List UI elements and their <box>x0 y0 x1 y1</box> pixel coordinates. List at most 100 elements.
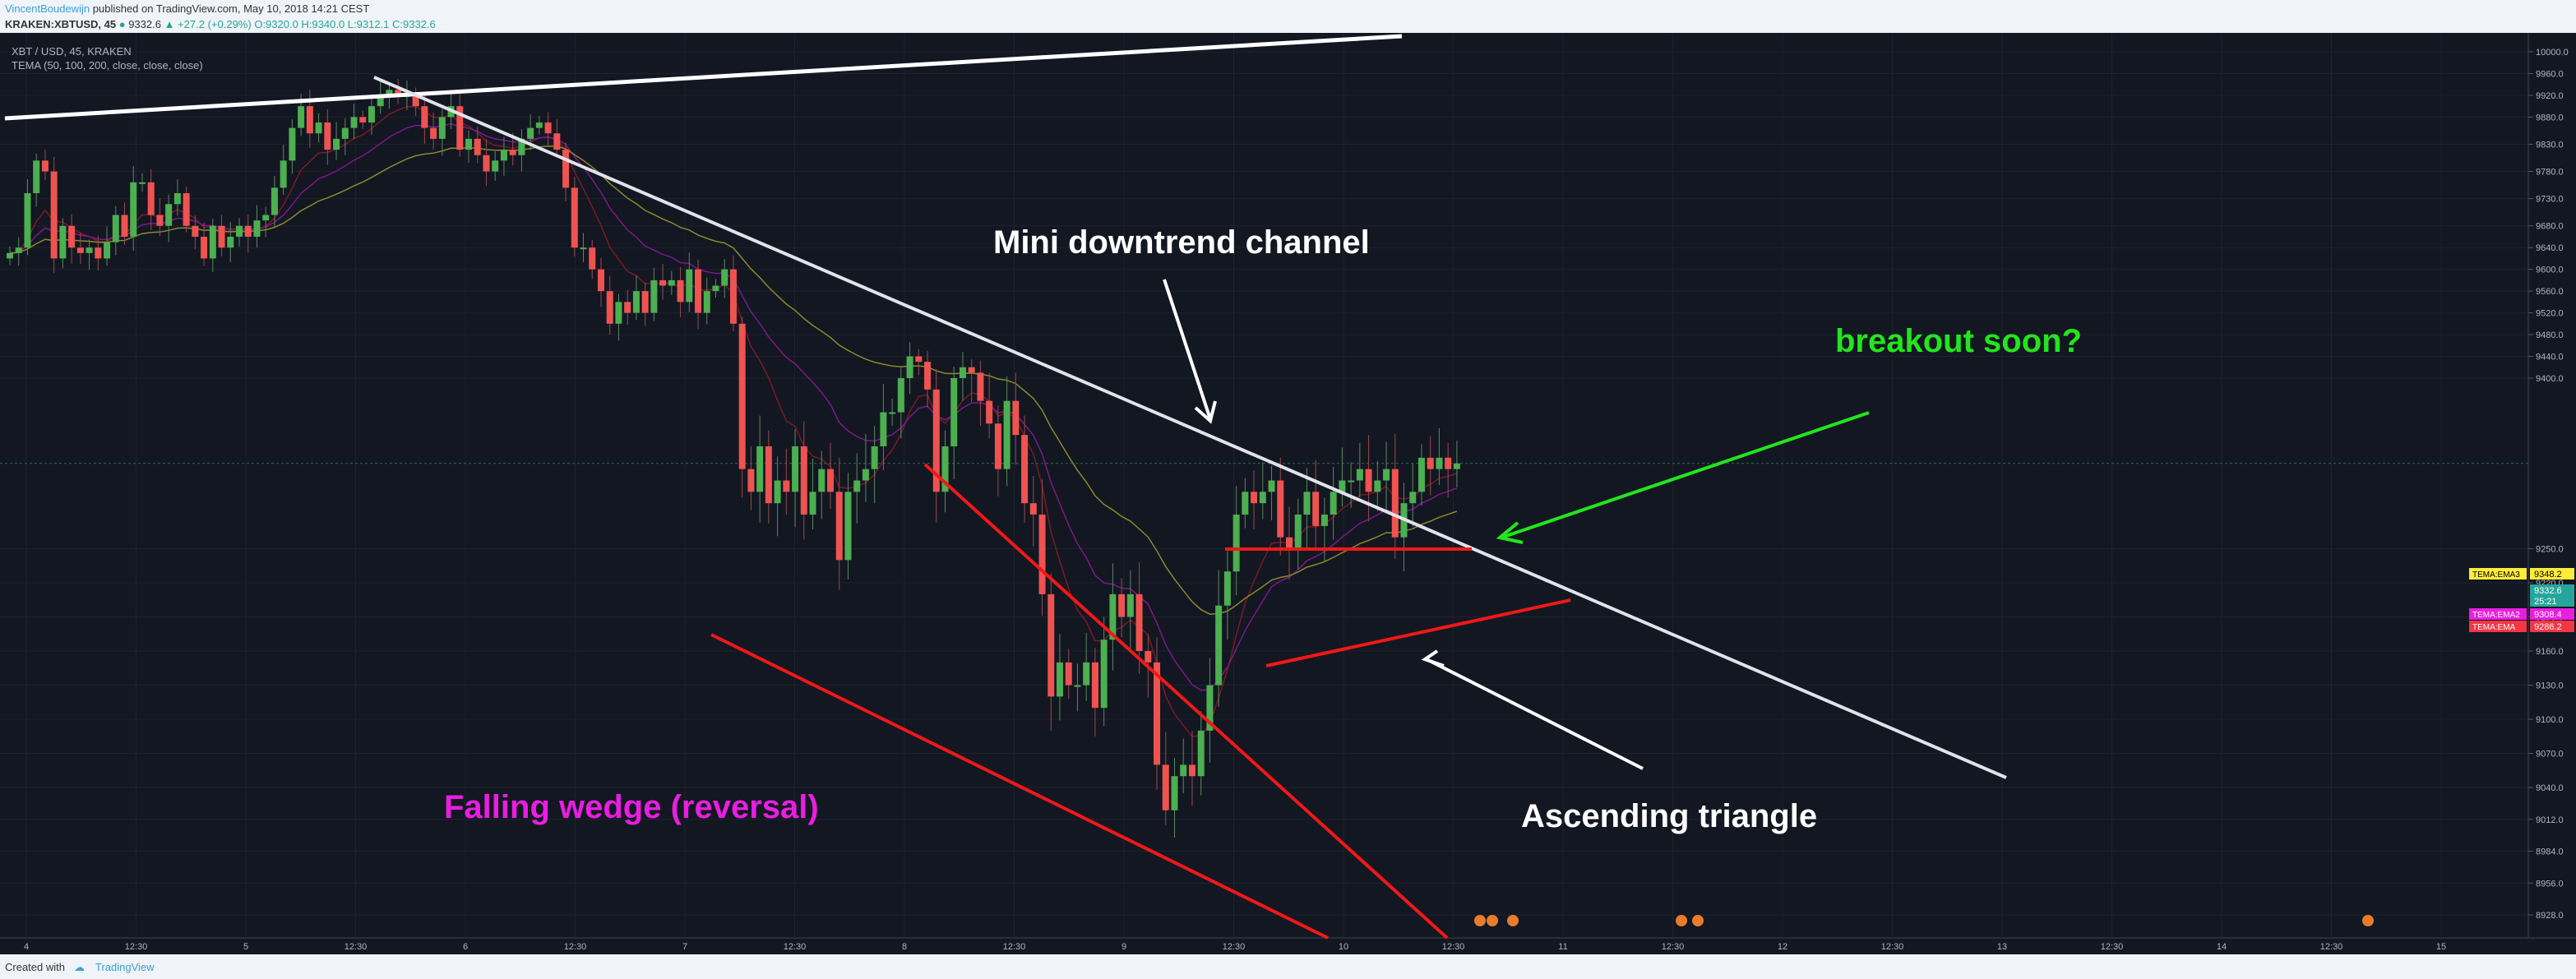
time-tick-label: 15 <box>2436 942 2446 952</box>
event-flag-icon[interactable] <box>1487 915 1498 926</box>
price-tick-label: 8928.0 <box>2536 911 2564 921</box>
price-tick-label: 9130.0 <box>2536 681 2564 691</box>
candle-bull <box>1215 605 1223 686</box>
price-chart[interactable]: 10000.0 9960.0 9920.0 9880.0 9830.0 9780.0 973… <box>0 33 2576 954</box>
candle-bear <box>430 127 437 139</box>
tradingview-link[interactable]: TradingView <box>95 961 155 973</box>
candle-bear <box>1188 764 1196 777</box>
event-flag-icon[interactable] <box>1676 915 1687 926</box>
candle-bull <box>889 412 896 414</box>
event-flag-icon[interactable] <box>1474 915 1486 926</box>
candle-bear <box>192 225 199 237</box>
price-tick-label: 9400.0 <box>2536 374 2564 384</box>
candle-bear <box>1029 503 1037 515</box>
price-label-value: 9286.2 <box>2534 622 2562 632</box>
up-arrow-icon: ▲ <box>164 18 175 30</box>
candle-bear <box>1251 492 1258 504</box>
candle-bull <box>333 138 340 150</box>
time-tick-label: 12 <box>1778 942 1787 952</box>
time-tick-label: 12:30 <box>784 942 807 952</box>
wedge-upper-line[interactable] <box>923 463 1449 940</box>
candle-bull <box>1259 492 1266 504</box>
candle-bear <box>306 106 313 134</box>
candle-bull <box>262 215 270 221</box>
time-tick-label: 12:30 <box>1003 942 1026 952</box>
arrows <box>1163 279 1870 770</box>
candle-bull <box>712 285 719 292</box>
candle-bear <box>924 362 932 390</box>
candle-bear <box>324 122 331 150</box>
wedge-lower-line[interactable] <box>710 633 1329 940</box>
author-link[interactable]: VincentBoudewijn <box>5 2 90 15</box>
candle-bull <box>280 160 287 188</box>
time-tick-label: 10 <box>1339 942 1348 952</box>
price-label-name-bg <box>2469 568 2527 580</box>
candle-bear <box>915 356 923 363</box>
channel-arrow-head <box>1194 400 1217 424</box>
candle-bear <box>1145 651 1152 663</box>
triangle-arrow <box>1426 658 1644 770</box>
candle-bear <box>994 423 1001 469</box>
candle-bull <box>59 225 67 259</box>
candle-bear <box>359 117 367 123</box>
candle-bear <box>395 90 402 95</box>
candle-bear <box>1391 469 1399 538</box>
candle-bear <box>183 193 190 226</box>
candle-bull <box>1126 593 1134 617</box>
candle-bull <box>271 187 278 215</box>
candle-bull <box>897 378 904 413</box>
candle-bear <box>589 247 596 270</box>
candle-bull <box>1330 492 1337 515</box>
price-tick-label: 9012.0 <box>2536 815 2564 825</box>
price-tick-label: 10000.0 <box>2536 48 2569 58</box>
candle-bear <box>76 247 84 253</box>
candle-bull <box>1171 776 1178 810</box>
candle-bear <box>571 187 578 248</box>
price-label-bg <box>2530 568 2574 580</box>
price-tick-label: 9640.0 <box>2536 243 2564 253</box>
candle-bull <box>500 150 507 161</box>
candle-bull <box>774 480 781 504</box>
candle-bear <box>562 150 570 188</box>
event-flag-icon[interactable] <box>1507 915 1519 926</box>
candle-bull <box>492 160 499 172</box>
annotation-falling-wedge: Falling wedge (reversal) <box>444 789 819 825</box>
candle-bear <box>1286 537 1293 549</box>
candle-bull <box>386 90 393 95</box>
candle-bull <box>1109 593 1117 640</box>
price-tick-label: 9480.0 <box>2536 330 2564 340</box>
upper-trendline[interactable] <box>4 34 1403 121</box>
last-price: 9332.6 <box>128 18 161 30</box>
candle-bull <box>253 220 261 237</box>
candle-bear <box>1118 593 1126 617</box>
price-label-name: TEMA:EMA3 <box>2472 570 2520 580</box>
time-tick-label: 12:30 <box>1442 942 1465 952</box>
candle-bull <box>959 367 966 378</box>
legend-pair: XBT / USD, 45, KRAKEN <box>12 45 132 58</box>
time-tick-label: 11 <box>1558 942 1567 952</box>
candle-bear <box>1312 492 1320 526</box>
candle-bull <box>368 106 375 123</box>
candle-bull <box>315 122 322 134</box>
downtrend-channel-line[interactable] <box>373 76 2007 779</box>
price-labels: TEMA:EMA3 9348.2 9332.625:21 TEMA:EMA2 9308.… <box>2469 568 2574 632</box>
candle-bear <box>509 150 516 155</box>
annotation-texts: Mini downtrend channel breakout soon? Fa… <box>444 224 2082 834</box>
grid-lines <box>0 33 2528 938</box>
time-tick-label: 4 <box>24 942 29 952</box>
triangle-bottom-line[interactable] <box>1265 598 1571 667</box>
created-with-label: Created with <box>5 961 65 973</box>
price-tick-label: 9830.0 <box>2536 140 2564 150</box>
candle-bull <box>650 279 658 313</box>
price-tick-label: 9040.0 <box>2536 783 2564 793</box>
event-flag-icon[interactable] <box>2362 915 2374 926</box>
candle-bull <box>703 291 710 313</box>
candle-bull <box>1003 400 1011 469</box>
candle-bull <box>1056 662 1063 697</box>
event-flag-icon[interactable] <box>1692 915 1704 926</box>
candle-bull <box>580 247 587 250</box>
price-label-name-bg <box>2469 608 2527 620</box>
candle-bull <box>33 160 40 194</box>
candle-bull <box>341 127 349 139</box>
candle-bear <box>624 302 631 313</box>
